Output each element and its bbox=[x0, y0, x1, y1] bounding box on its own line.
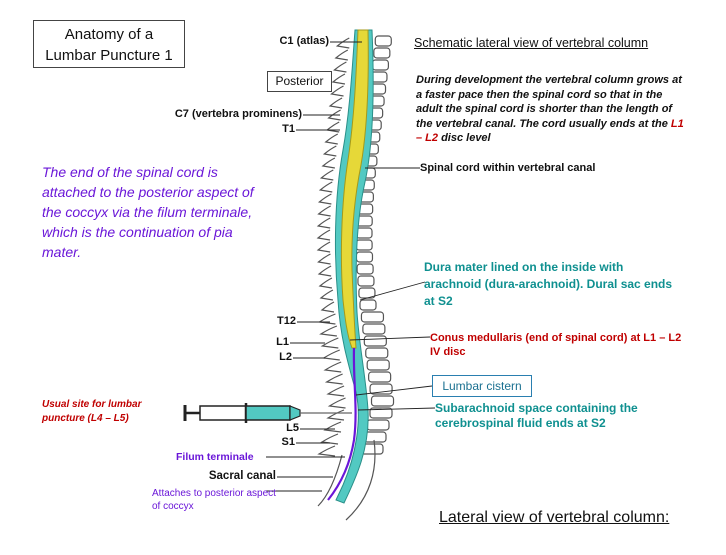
schematic-heading: Schematic lateral view of vertebral colu… bbox=[414, 36, 649, 50]
spinous-process bbox=[326, 409, 345, 421]
spinous-process bbox=[319, 289, 334, 301]
spinous-process bbox=[316, 229, 331, 241]
vertebral-body bbox=[359, 299, 377, 311]
filum-terminale bbox=[327, 347, 357, 501]
spinous-process bbox=[323, 421, 342, 433]
posterior-label: Posterior bbox=[267, 71, 332, 92]
spinal-cord bbox=[340, 29, 369, 349]
label-l2: L2 bbox=[279, 351, 292, 363]
spinous-process bbox=[324, 133, 339, 145]
spinous-process bbox=[325, 121, 340, 133]
vertebral-body bbox=[362, 323, 386, 335]
title-line-1: Anatomy of a bbox=[64, 26, 154, 43]
vertebral-body bbox=[363, 335, 387, 347]
development-text-part2: disc level bbox=[438, 132, 491, 144]
spinous-process bbox=[335, 37, 350, 49]
lateral-caption: Lateral view of vertebral column: bbox=[439, 509, 670, 526]
spinous-process bbox=[319, 169, 334, 181]
vertebral-body bbox=[370, 395, 395, 407]
vertebral-body bbox=[368, 371, 392, 383]
vertebral-body bbox=[365, 347, 389, 359]
spinous-process bbox=[317, 205, 331, 217]
sacrum-outline bbox=[317, 439, 376, 521]
spinous-process bbox=[330, 85, 344, 97]
spinous-processes bbox=[316, 37, 350, 457]
spinous-process bbox=[320, 433, 339, 445]
subarachnoid-text: Subarachnoid space containing the cerebr… bbox=[435, 401, 638, 430]
conus-text: Conus medullaris (end of spinal cord) at… bbox=[430, 332, 682, 358]
filum-note: The end of the spinal cord is attached t… bbox=[42, 164, 254, 260]
spinous-process bbox=[327, 109, 341, 121]
spinous-process bbox=[320, 337, 339, 349]
lumbar-cistern-label: Lumbar cistern bbox=[432, 375, 532, 397]
spinous-process bbox=[324, 373, 343, 385]
vertebral-body bbox=[357, 275, 375, 287]
spinous-process bbox=[322, 349, 340, 361]
label-l5: L5 bbox=[286, 422, 299, 434]
spinous-process bbox=[327, 397, 346, 409]
spinous-process bbox=[317, 445, 336, 457]
spinous-process bbox=[317, 265, 332, 277]
vertebral-body bbox=[355, 251, 374, 263]
vertebral-body bbox=[369, 407, 393, 419]
title-box: Anatomy of a Lumbar Puncture 1 bbox=[33, 20, 185, 68]
label-c7: C7 (vertebra prominens) bbox=[174, 108, 302, 120]
label-sacral-canal: Sacral canal bbox=[208, 470, 276, 482]
label-c1: C1 (atlas) bbox=[279, 35, 329, 47]
spinous-process bbox=[328, 97, 343, 109]
label-t12: T12 bbox=[277, 315, 296, 327]
spinous-process bbox=[318, 181, 333, 193]
development-text-part1: During development the vertebral column … bbox=[416, 74, 682, 130]
label-t1: T1 bbox=[282, 123, 295, 135]
development-text: During development the vertebral column … bbox=[416, 73, 686, 146]
vertebral-body bbox=[366, 359, 390, 371]
spinal-cord-label: Spinal cord within vertebral canal bbox=[420, 162, 596, 174]
vertebral-body bbox=[371, 59, 389, 71]
vertebral-body bbox=[373, 47, 391, 59]
spinous-process bbox=[318, 277, 333, 289]
dura-text: Dura mater lined on the inside with arac… bbox=[424, 260, 673, 308]
vertebral-body bbox=[356, 263, 374, 275]
spinous-process bbox=[321, 157, 336, 169]
attaches-note: Attaches to posterior aspect of coccyx bbox=[152, 488, 276, 512]
spinous-process bbox=[333, 61, 347, 73]
spinous-process bbox=[334, 49, 349, 61]
label-l1: L1 bbox=[276, 336, 289, 348]
spinous-process bbox=[317, 313, 336, 325]
spinous-process bbox=[323, 361, 342, 373]
vertebral-body bbox=[366, 419, 390, 431]
label-s1: S1 bbox=[281, 436, 295, 448]
filum-terminale-label: Filum terminale bbox=[176, 451, 254, 463]
spinous-process bbox=[331, 73, 346, 85]
development-text-highlight: L1 – L2 bbox=[416, 117, 684, 145]
spinous-process bbox=[320, 301, 335, 313]
spinous-process bbox=[316, 217, 331, 229]
vertebral-body bbox=[355, 239, 373, 251]
spinous-process bbox=[322, 145, 337, 157]
spinous-process bbox=[326, 385, 345, 397]
spinous-process bbox=[319, 325, 338, 337]
leader-lines bbox=[266, 41, 436, 492]
syringe bbox=[183, 403, 352, 423]
title-line-2: Lumbar Puncture 1 bbox=[45, 47, 173, 64]
spinous-process bbox=[317, 253, 331, 265]
vertebral-body bbox=[374, 35, 392, 47]
spinous-process bbox=[317, 193, 332, 205]
spinous-process bbox=[316, 241, 331, 253]
vertebral-body bbox=[360, 311, 385, 323]
usual-site-note: Usual site for lumbar puncture (L4 – L5) bbox=[42, 399, 142, 424]
